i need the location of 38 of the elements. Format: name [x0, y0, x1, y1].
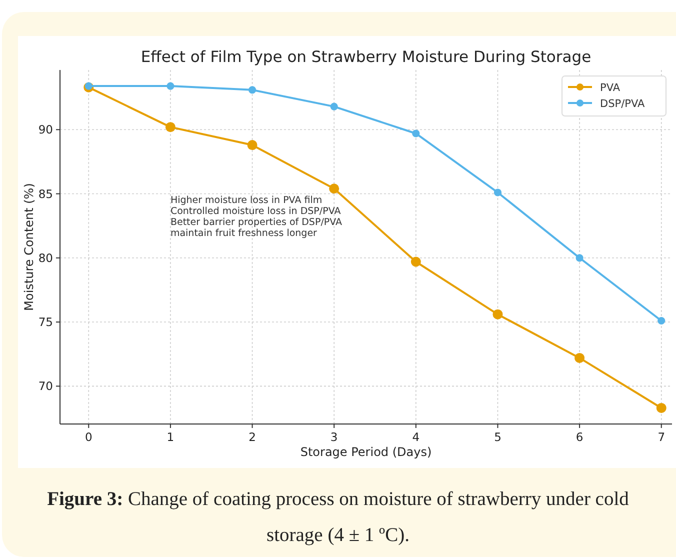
point: [576, 254, 584, 262]
annotation: Better barrier properties of DSP/PVA: [170, 216, 343, 228]
x-tick-label: 4: [412, 430, 420, 444]
annotation: Controlled moisture loss in DSP/PVA: [170, 206, 342, 217]
y-tick-label: 70: [38, 379, 53, 394]
x-tick-label: 6: [576, 430, 584, 444]
x-tick-label: 0: [84, 430, 92, 444]
annotation: Higher moisture loss in PVA film: [170, 194, 322, 206]
annotation: maintain fruit freshness longer: [170, 228, 318, 239]
y-tick-label: 75: [38, 315, 53, 330]
point: [329, 184, 340, 194]
y-tick-label: 80: [38, 250, 53, 265]
point: [492, 309, 503, 320]
point: [494, 188, 502, 196]
x-tick-label: 3: [330, 430, 338, 444]
point: [165, 122, 176, 132]
chart-title: Effect of Film Type on Strawberry Moisture During Storage: [140, 48, 592, 66]
x-tick-label: 7: [658, 430, 666, 444]
y-tick-label: 90: [38, 122, 53, 137]
y-axis-title: Moisture Content (%): [22, 183, 36, 311]
point: [656, 402, 666, 413]
caption: Figure 3: Change of coating process on moisture of strawberry under cold storage (4 ± 1 ºC).: [47, 489, 630, 546]
point: [247, 140, 258, 150]
legend-label: PVA: [600, 82, 621, 94]
x-axis-title: Storage Period (Days): [300, 445, 432, 459]
x-tick-label: 1: [166, 430, 174, 444]
x-tick-label: 5: [494, 430, 502, 444]
point: [84, 82, 92, 90]
x-tick-label: 2: [248, 430, 256, 444]
point: [574, 352, 585, 363]
point: [658, 316, 666, 325]
point: [330, 102, 338, 110]
point: [410, 256, 421, 267]
point: [166, 82, 174, 90]
legend-label: DSP/PVA: [600, 98, 646, 110]
point: [248, 86, 256, 94]
y-tick-label: 85: [38, 186, 53, 201]
point: [412, 130, 420, 138]
